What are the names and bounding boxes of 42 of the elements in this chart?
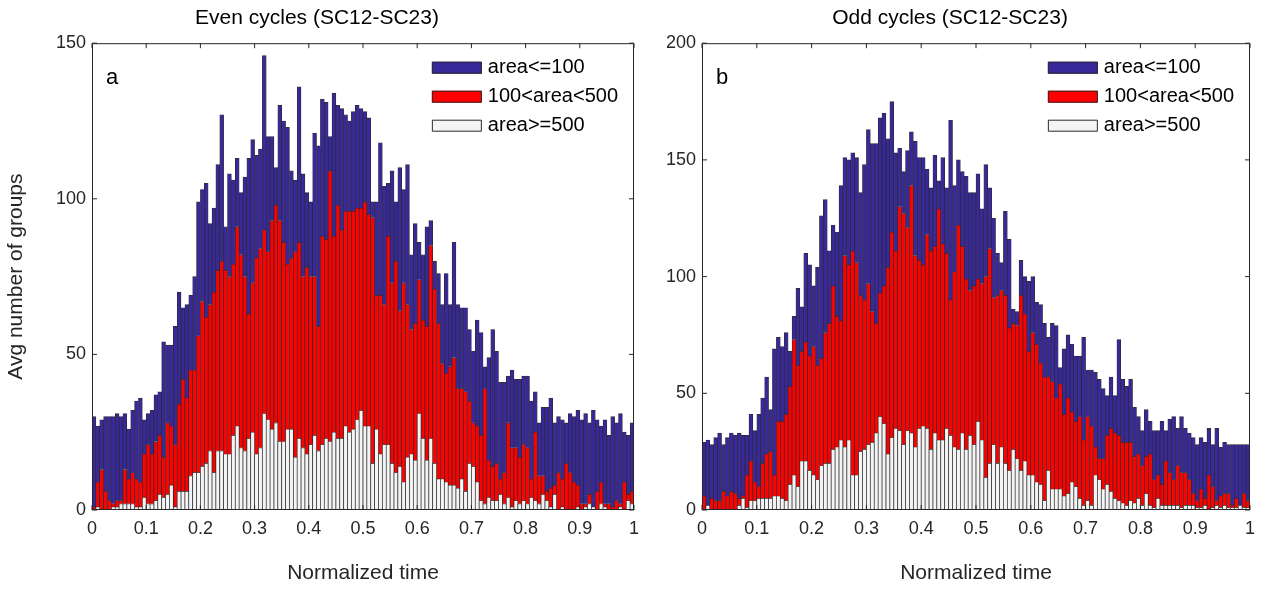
x-tick-label: 0.5 <box>963 517 989 538</box>
annotation: b <box>716 64 729 90</box>
x-tick-label: 0.1 <box>133 517 159 538</box>
x-tick-label: 0.5 <box>350 517 376 538</box>
legend-label: area>=500 <box>1103 113 1201 136</box>
legend-label: area>=500 <box>487 113 585 136</box>
legend-label: 100<area<500 <box>487 84 619 107</box>
y-axis-title: Avg number of groups <box>3 173 27 380</box>
x-tick-label: 0.6 <box>404 517 430 538</box>
y-tick-label: 100 <box>665 265 696 286</box>
y-tick-label: 150 <box>665 148 696 169</box>
y-tick-label: 150 <box>55 32 86 53</box>
x-tick-label: 0.9 <box>1182 517 1208 538</box>
x-tick-label: 0.8 <box>1127 517 1153 538</box>
x-axis-title: Normalized time <box>900 560 1052 584</box>
y-tick-label: 0 <box>75 498 86 519</box>
y-tick-label: 50 <box>675 382 696 403</box>
x-tick-label: 0.7 <box>1073 517 1099 538</box>
legend-label: area<=100 <box>487 55 585 78</box>
x-tick-label: 0.8 <box>513 517 539 538</box>
x-tick-label: 0.1 <box>744 517 770 538</box>
legend-label: area<=100 <box>1103 55 1201 78</box>
y-tick-label: 0 <box>685 498 696 519</box>
x-tick-label: 1 <box>1244 517 1256 538</box>
x-tick-label: 1 <box>628 517 640 538</box>
x-tick-label: 0.7 <box>458 517 484 538</box>
x-tick-label: 0.4 <box>296 517 322 538</box>
y-tick-label: 50 <box>65 343 86 364</box>
annotation: a <box>106 64 119 90</box>
x-axis-title: Normalized time <box>287 560 439 584</box>
x-tick-label: 0.9 <box>567 517 593 538</box>
chart-title: Odd cycles (SC12-SC23) <box>832 5 1068 29</box>
x-tick-label: 0.3 <box>242 517 268 538</box>
x-tick-label: 0.4 <box>908 517 934 538</box>
chart-title: Even cycles (SC12-SC23) <box>195 5 439 29</box>
x-tick-label: 0.6 <box>1018 517 1044 538</box>
y-tick-label: 100 <box>55 187 86 208</box>
x-tick-label: 0.2 <box>799 517 825 538</box>
y-tick-label: 200 <box>665 32 696 53</box>
legend-label: 100<area<500 <box>1103 84 1235 107</box>
x-tick-label: 0.2 <box>187 517 213 538</box>
x-tick-label: 0.3 <box>853 517 879 538</box>
